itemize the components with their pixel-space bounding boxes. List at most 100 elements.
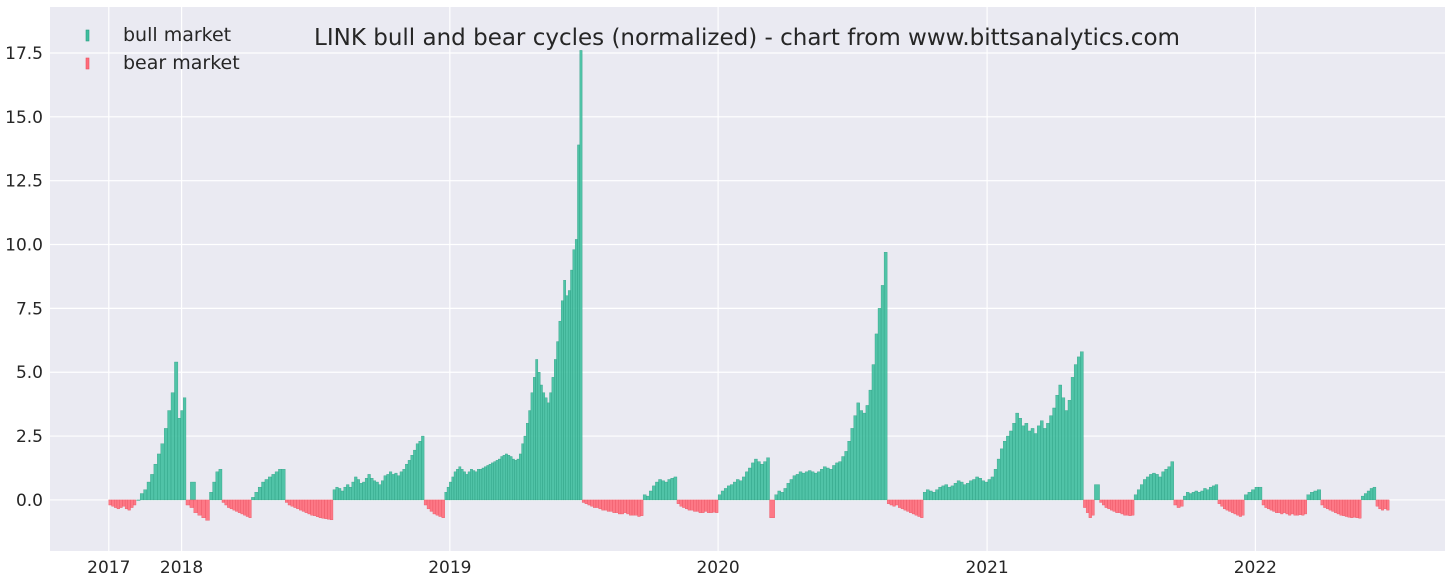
bear-bar — [1298, 499, 1302, 515]
bear-bar — [116, 499, 120, 510]
bear-bar — [243, 499, 247, 516]
bull-bar — [373, 480, 377, 501]
bear-bar — [296, 499, 300, 510]
bull-bar — [959, 481, 964, 501]
bull-bar — [495, 460, 499, 501]
bull-bar — [1191, 492, 1196, 501]
bull-bar — [467, 471, 471, 501]
bear-bar — [701, 499, 705, 513]
bear-bar — [441, 499, 445, 518]
bull-bar — [1024, 423, 1029, 501]
bars-layer — [108, 50, 1390, 521]
y-tick-label: 17.5 — [5, 44, 43, 64]
bull-bar — [1043, 428, 1047, 501]
bear-bar — [285, 499, 289, 503]
legend: bull market bear market — [85, 24, 240, 74]
bull-bar — [474, 471, 478, 501]
bull-bar — [807, 470, 812, 501]
bear-bar — [1267, 499, 1271, 510]
bear-bar — [1085, 499, 1090, 513]
bull-bar — [544, 397, 548, 501]
bull-bar — [1049, 415, 1053, 501]
bear-bar — [318, 499, 322, 518]
bear-bar — [640, 499, 644, 516]
bear-bar — [108, 499, 112, 506]
bull-bar — [481, 467, 485, 501]
bear-bar — [886, 499, 891, 504]
bear-bar — [1225, 499, 1229, 511]
bull-bar — [484, 466, 487, 501]
bull-bar — [844, 451, 848, 501]
bull-bar — [183, 397, 187, 501]
bear-bar — [133, 499, 137, 506]
bear-bar — [609, 499, 613, 512]
bear-bar — [197, 499, 202, 516]
bull-bar — [789, 479, 794, 501]
bull-bar — [477, 469, 480, 501]
bear-bar — [122, 499, 126, 507]
bear-bar — [127, 499, 131, 511]
bear-bar — [1238, 499, 1242, 517]
bull-bar — [553, 359, 557, 501]
bull-bar — [356, 479, 360, 501]
bull-bar — [1211, 485, 1216, 501]
bear-bar — [1088, 499, 1092, 518]
bull-bar — [850, 428, 854, 501]
bull-bar — [399, 471, 403, 501]
bull-bar — [1077, 356, 1081, 501]
bear-bar — [1342, 499, 1346, 516]
bear-bar — [1344, 499, 1348, 517]
bull-bar — [346, 484, 350, 501]
bear-bar — [201, 499, 206, 518]
bull-bar — [362, 481, 366, 501]
bull-bar — [880, 285, 885, 501]
bear-bar — [911, 499, 916, 515]
bull-bar — [832, 465, 836, 501]
bear-bar — [618, 499, 622, 515]
bull-bar — [720, 490, 725, 501]
grid-layer — [50, 7, 1445, 551]
bull-bar — [798, 471, 803, 501]
bear-bar — [590, 499, 594, 507]
bull-bar — [567, 290, 571, 501]
bull-bar — [528, 410, 532, 501]
bull-bar — [383, 475, 387, 501]
bull-bar — [814, 472, 818, 501]
bear-bar — [920, 499, 924, 518]
bull-bar — [458, 466, 462, 501]
bull-bar — [1149, 474, 1153, 501]
bull-bar — [521, 443, 525, 501]
bull-bar — [953, 483, 958, 501]
bull-bar — [261, 481, 266, 501]
bull-bar — [944, 484, 948, 501]
bull-bar — [1070, 377, 1075, 501]
bull-bar — [1018, 418, 1022, 501]
bull-bar — [1080, 351, 1084, 501]
bull-bar — [491, 462, 494, 501]
bull-bar — [763, 461, 767, 501]
x-tick-label: 2019 — [428, 558, 471, 578]
bull-bar — [1040, 420, 1044, 501]
bear-bar — [1288, 499, 1292, 516]
bear-bar — [1282, 499, 1286, 513]
bull-bar — [488, 463, 492, 501]
bear-bar — [1269, 499, 1273, 511]
bear-bar — [1386, 499, 1390, 511]
bear-bar — [301, 499, 306, 512]
bull-bar — [507, 455, 511, 501]
bull-bar — [397, 475, 401, 501]
bull-bar — [1306, 494, 1311, 501]
bull-bar — [1136, 489, 1141, 501]
bull-bar — [560, 300, 564, 501]
bull-bar — [251, 497, 255, 501]
bull-bar — [1167, 466, 1171, 501]
bull-bar — [739, 480, 743, 501]
bear-bar — [1290, 499, 1294, 515]
bull-bar — [664, 481, 668, 501]
bull-bar — [717, 494, 722, 501]
bull-bar — [549, 392, 553, 501]
bull-bar — [783, 488, 788, 501]
bear-bar — [1339, 499, 1343, 516]
bull-bar — [1254, 486, 1259, 501]
bull-bar — [218, 469, 223, 501]
